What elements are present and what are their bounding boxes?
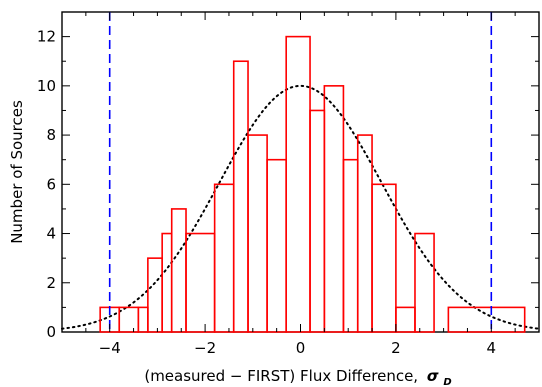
histogram-bin-2 bbox=[137, 306, 149, 333]
histogram-bin-9 bbox=[247, 134, 268, 333]
histogram-bin-8 bbox=[232, 60, 249, 333]
y-tick-label: 2 bbox=[46, 274, 56, 292]
x-tick-label: −4 bbox=[99, 339, 121, 357]
y-tick-label: 4 bbox=[46, 225, 56, 243]
histogram-bin-1 bbox=[118, 306, 140, 333]
y-tick-label: 8 bbox=[46, 126, 56, 144]
histogram-bin-15 bbox=[356, 134, 373, 333]
histogram-bin-10 bbox=[266, 158, 287, 333]
histogram-bin-16 bbox=[371, 183, 397, 333]
chart-marks bbox=[61, 12, 540, 333]
histogram-bin-3 bbox=[147, 257, 163, 333]
x-tick-label: 4 bbox=[487, 339, 497, 357]
histogram-bin-12 bbox=[309, 109, 326, 333]
x-axis-label-subscript: D bbox=[443, 377, 451, 387]
x-tick-label: −2 bbox=[194, 339, 216, 357]
y-tick-label: 10 bbox=[37, 77, 56, 95]
histogram-bin-7 bbox=[213, 183, 235, 333]
histogram-bin-13 bbox=[323, 85, 345, 333]
histogram-bin-11 bbox=[285, 35, 311, 333]
x-axis-label-symbol: σ bbox=[427, 367, 439, 385]
x-tick-label: 0 bbox=[296, 339, 306, 357]
histogram-bin-4 bbox=[161, 232, 173, 333]
x-tick-label: 2 bbox=[391, 339, 401, 357]
gaussian-fit-curve bbox=[61, 84, 540, 330]
plot-frame bbox=[61, 11, 540, 333]
y-tick-label: 12 bbox=[37, 28, 56, 46]
y-axis-label: Number of Sources bbox=[8, 100, 26, 244]
histogram-bin-17 bbox=[395, 306, 416, 333]
histogram-bin-5 bbox=[170, 208, 187, 333]
y-tick-label: 6 bbox=[46, 175, 56, 193]
y-axis: 0 2 4 6 8 10 12 bbox=[37, 28, 539, 341]
histogram-bin-6 bbox=[185, 232, 216, 333]
histogram-bin-18 bbox=[414, 232, 435, 333]
histogram-bin-14 bbox=[342, 158, 359, 333]
x-axis-label: (measured − FIRST) Flux Difference, σ D bbox=[144, 367, 451, 387]
histogram-bin-20 bbox=[447, 306, 526, 333]
x-axis-label-text: (measured − FIRST) Flux Difference, bbox=[144, 367, 418, 385]
y-tick-label: 0 bbox=[46, 323, 56, 341]
x-axis: −4 −2 0 2 4 bbox=[61, 12, 540, 357]
